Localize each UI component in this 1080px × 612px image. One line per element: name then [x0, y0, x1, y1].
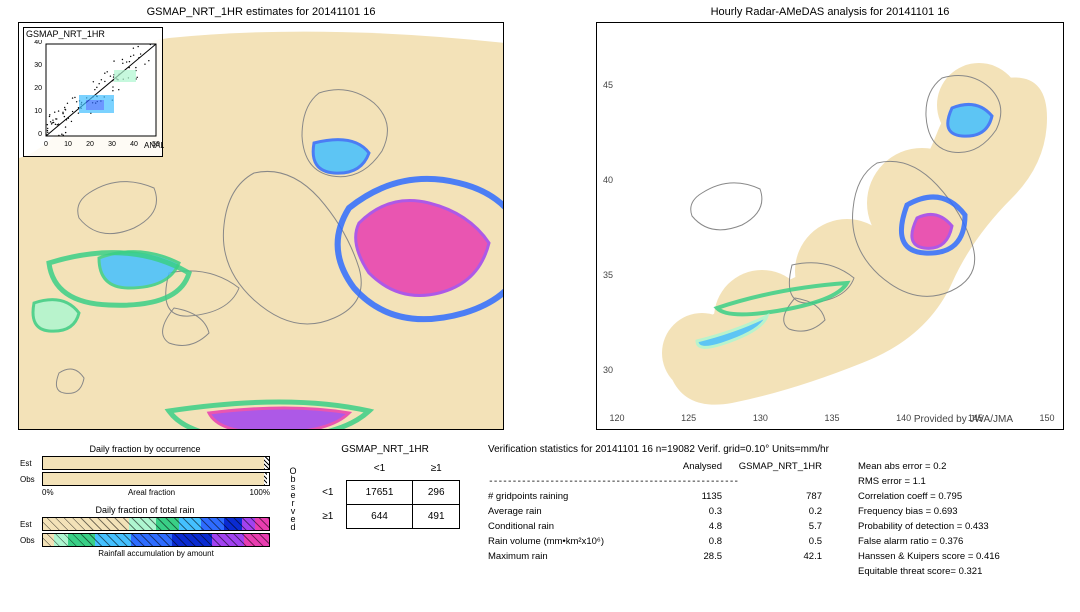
svg-text:150: 150: [1039, 413, 1054, 423]
svg-text:40: 40: [130, 141, 138, 148]
svg-text:35: 35: [603, 270, 613, 280]
rain-title: Daily fraction of total rain: [20, 505, 270, 515]
verif-header: Verification statistics for 20141101 16 …: [488, 444, 1068, 455]
occ-obs-bar: [42, 472, 270, 486]
occ-obs-label: Obs: [20, 475, 42, 484]
svg-text:120: 120: [609, 413, 624, 423]
svg-text:0: 0: [44, 141, 48, 148]
svg-text:135: 135: [824, 413, 839, 423]
svg-text:30: 30: [34, 62, 42, 69]
provided-by: Provided by JWA/JMA: [914, 414, 1013, 425]
ct-01: 296: [413, 481, 460, 505]
rain-caption: Rainfall accumulation by amount: [20, 549, 270, 558]
crosstab: GSMAP_NRT_1HR <1 ≥1 <1 17651 296 ≥1 644 …: [310, 444, 460, 529]
ct-row2: ≥1: [310, 505, 346, 529]
svg-text:45: 45: [603, 80, 613, 90]
inset-title: GSMAP_NRT_1HR: [24, 28, 162, 40]
svg-text:130: 130: [753, 413, 768, 423]
verif-row-label: # gridpoints raining: [488, 491, 648, 502]
svg-text:125: 125: [681, 413, 696, 423]
ct-col2: ≥1: [413, 457, 460, 481]
axis-mid: Areal fraction: [128, 488, 175, 497]
svg-text:10: 10: [64, 141, 72, 148]
verification-stats: Verification statistics for 20141101 16 …: [488, 444, 1068, 577]
rain-est-label: Est: [20, 520, 42, 529]
right-map-svg: 120125130135140145150 30354045: [597, 23, 1064, 430]
observed-label: Observed: [288, 466, 298, 530]
svg-text:40: 40: [34, 40, 42, 46]
verif-row-label: Rain volume (mm•km²x10⁶): [488, 536, 648, 547]
ct-col1: <1: [346, 457, 413, 481]
svg-text:20: 20: [86, 141, 94, 148]
fraction-section: Daily fraction by occurrence Est Obs 0% …: [20, 444, 270, 558]
axis-0: 0%: [42, 488, 54, 497]
rain-est-bar: [42, 517, 270, 531]
svg-text:10: 10: [34, 108, 42, 115]
occ-est-bar: [42, 456, 270, 470]
left-map-title: GSMAP_NRT_1HR estimates for 20141101 16: [18, 6, 504, 18]
svg-text:0: 0: [38, 131, 42, 138]
crosstab-table: <1 ≥1 <1 17651 296 ≥1 644 491: [310, 457, 460, 529]
axis-100: 100%: [250, 488, 270, 497]
right-map-title: Hourly Radar-AMeDAS analysis for 2014110…: [596, 6, 1064, 18]
right-map-panel: 120125130135140145150 30354045 Provided …: [596, 22, 1064, 430]
svg-text:140: 140: [896, 413, 911, 423]
metric: Mean abs error = 0.2: [858, 461, 1078, 472]
ct-11: 491: [413, 505, 460, 529]
crosstab-title: GSMAP_NRT_1HR: [310, 444, 460, 455]
inset-scatter: GSMAP_NRT_1HR 01020304050 010203040 ANAL: [23, 27, 163, 157]
rain-obs-bar: [42, 533, 270, 547]
ct-10: 644: [346, 505, 413, 529]
occ-title: Daily fraction by occurrence: [20, 444, 270, 454]
inset-xlabel: ANAL: [144, 141, 164, 150]
svg-text:30: 30: [108, 141, 116, 148]
svg-text:20: 20: [34, 85, 42, 92]
verif-row-label: Conditional rain: [488, 521, 648, 532]
svg-text:30: 30: [603, 365, 613, 375]
occ-est-label: Est: [20, 459, 42, 468]
ct-00: 17651: [346, 481, 413, 505]
ct-row1: <1: [310, 481, 346, 505]
verif-row-label: Average rain: [488, 506, 648, 517]
left-map-panel: GSMAP_NRT_1HR 01020304050 010203040 ANAL…: [18, 22, 504, 430]
verif-row-label: Maximum rain: [488, 551, 648, 562]
rain-obs-label: Obs: [20, 536, 42, 545]
svg-text:40: 40: [603, 175, 613, 185]
